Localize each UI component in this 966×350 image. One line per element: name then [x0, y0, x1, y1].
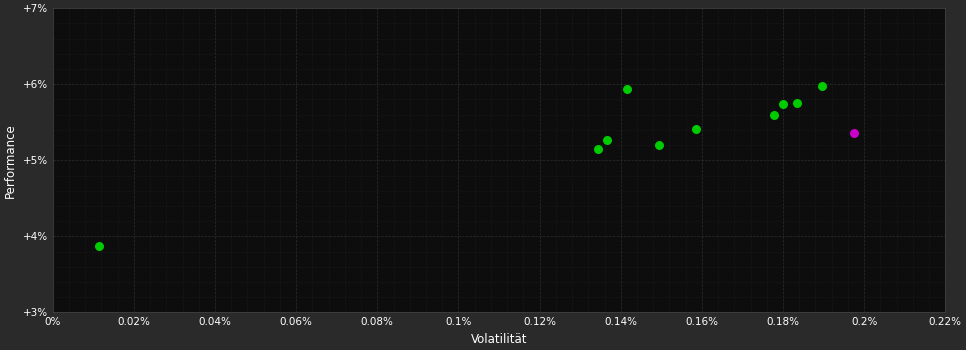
- Point: [776, 101, 791, 106]
- Point: [846, 130, 862, 135]
- Point: [766, 112, 781, 118]
- Point: [599, 137, 614, 143]
- Point: [789, 100, 805, 106]
- Y-axis label: Performance: Performance: [4, 123, 17, 198]
- Point: [92, 243, 107, 248]
- Point: [590, 146, 606, 151]
- Point: [688, 126, 703, 132]
- Point: [619, 86, 635, 92]
- X-axis label: Volatilität: Volatilität: [470, 333, 527, 346]
- Point: [651, 143, 667, 148]
- Point: [814, 83, 830, 89]
